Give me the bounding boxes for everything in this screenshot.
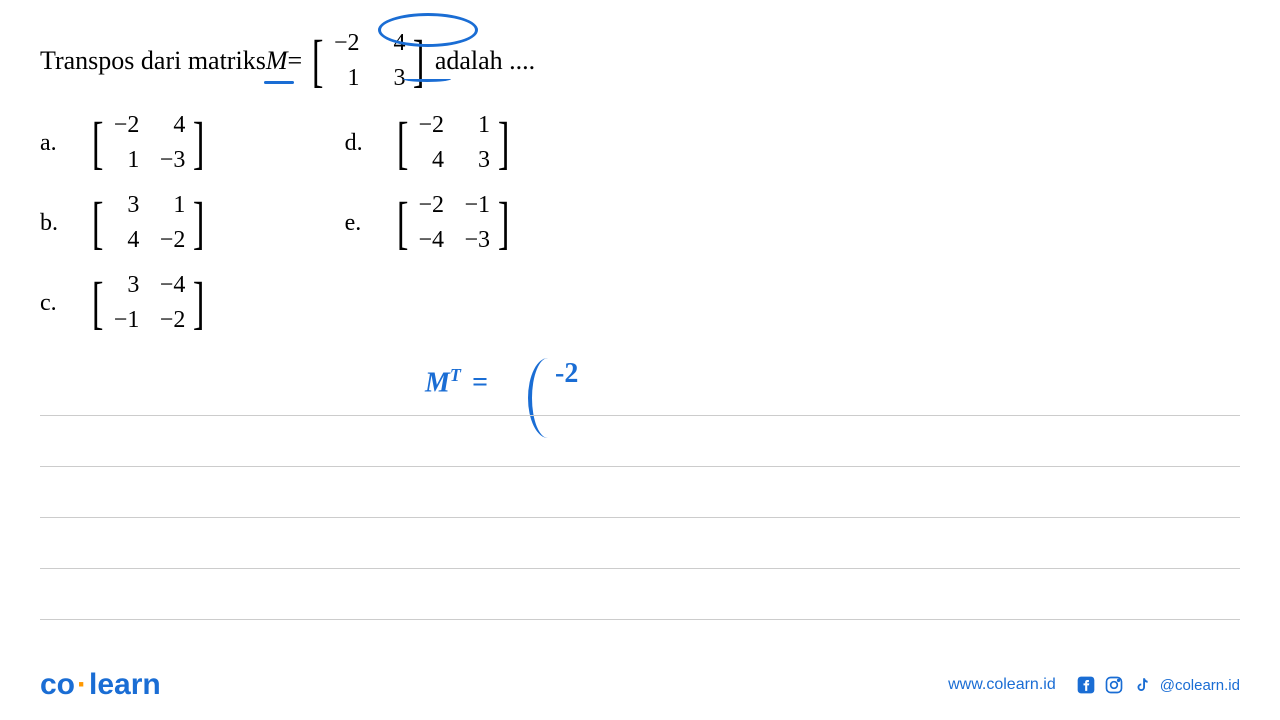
question-matrix: [ −2 4 1 3 ] [308,30,429,92]
handwriting-mt: MT = [425,365,488,399]
equals-sign: = [287,46,302,76]
question-content: Transpos dari matriks M = [ −2 4 1 3 ] a… [0,0,1280,334]
handwriting-value: -2 [555,358,578,390]
question-text-before: Transpos dari matriks [40,46,266,76]
ruled-lines [40,415,1240,670]
logo: co·learn [40,668,161,702]
variable-m: M [266,46,288,76]
social-icons: @colearn.id [1076,675,1240,695]
options-column-1: a. [ −2 4 1 −3 ] [40,112,215,334]
options-column-2: d. [ −2 1 4 3 ] [345,112,520,334]
tiktok-icon [1132,675,1152,695]
website-url: www.colearn.id [948,676,1056,694]
option-b: b. [ 3 1 4 −2 ] [40,192,215,254]
option-d: d. [ −2 1 4 3 ] [345,112,520,174]
option-e: e. [ −2 −1 −4 −3 ] [345,192,520,254]
option-a: a. [ −2 4 1 −3 ] [40,112,215,174]
facebook-icon [1076,675,1096,695]
social-handle: @colearn.id [1160,677,1240,694]
footer-right: www.colearn.id @colearn.id [948,675,1240,695]
question-text-after: adalah .... [435,46,535,76]
options-container: a. [ −2 4 1 −3 ] [40,112,1240,334]
question-line: Transpos dari matriks M = [ −2 4 1 3 ] a… [40,30,1240,92]
instagram-icon [1104,675,1124,695]
footer: co·learn www.colearn.id @colearn.id [0,650,1280,720]
option-c: c. [ 3 −4 −1 −2 ] [40,272,215,334]
annotation-underline-m [264,81,294,84]
